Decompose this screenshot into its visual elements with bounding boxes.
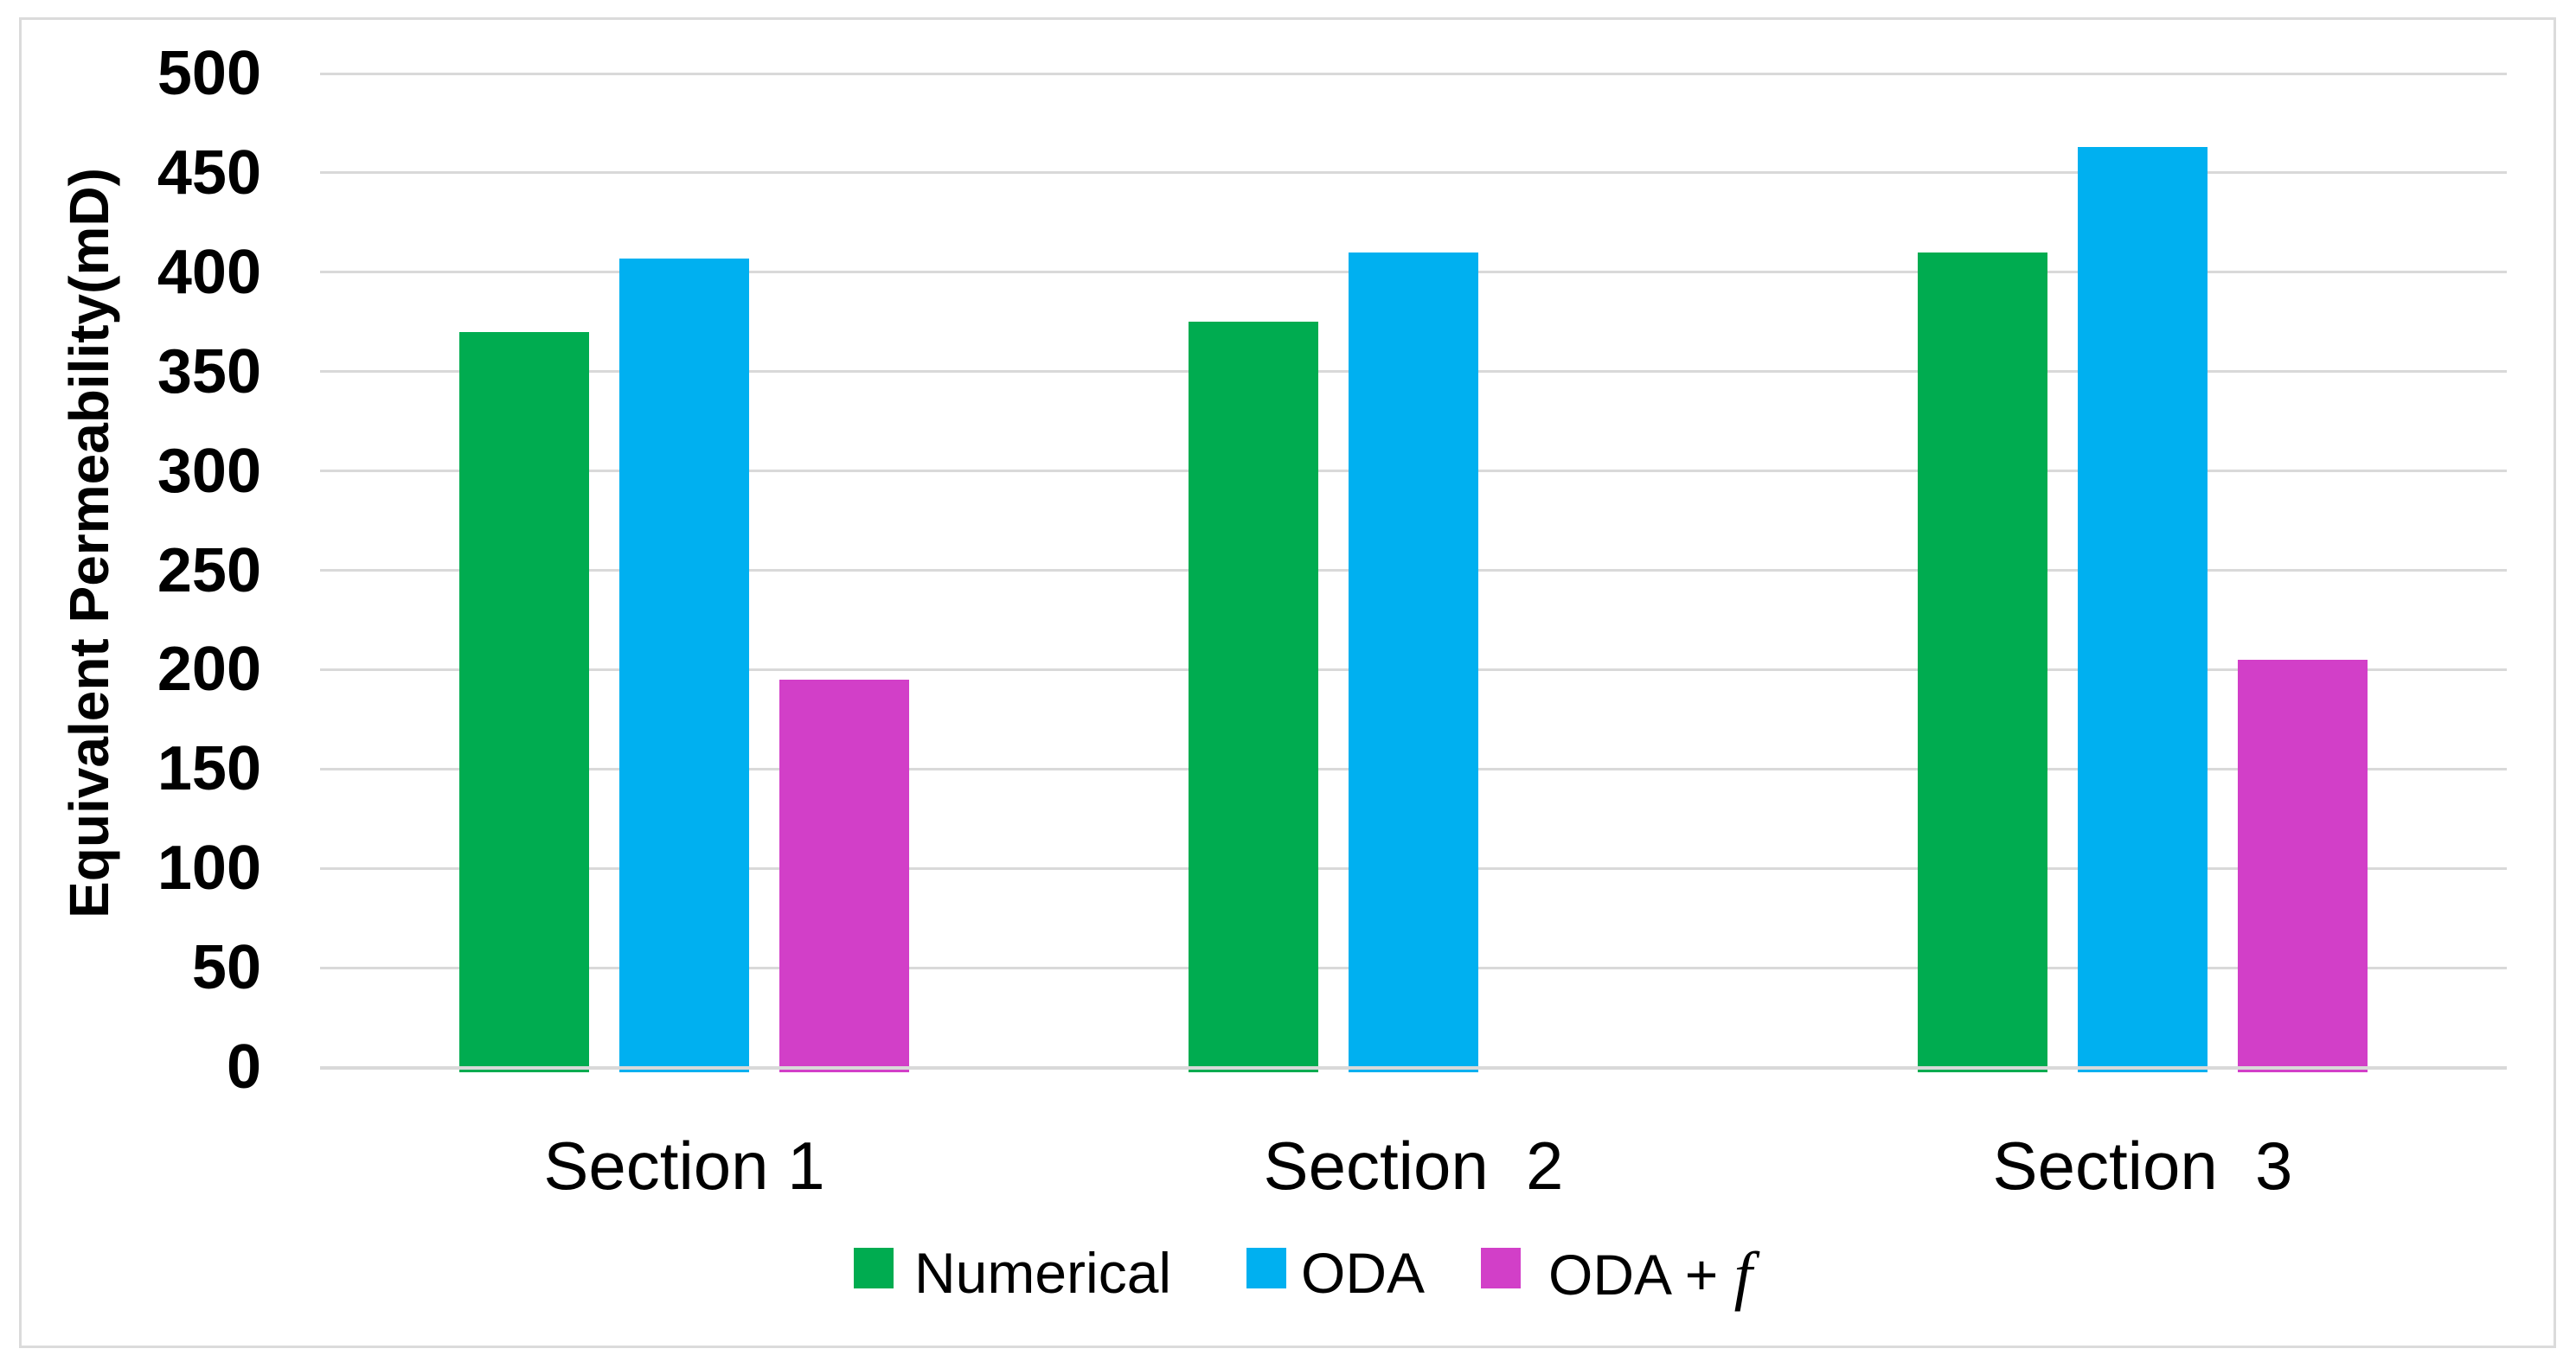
y-tick-label-200: 200	[157, 635, 261, 705]
y-tick-label-150: 150	[157, 734, 261, 804]
gridline-y450	[320, 171, 2507, 175]
bar-oda-section1	[619, 258, 749, 1072]
y-tick-label-500: 500	[157, 39, 261, 108]
figure-border	[19, 17, 2556, 1348]
bar-oda-section3	[2078, 147, 2208, 1072]
bar-odaf-section1	[779, 679, 909, 1072]
x-category-label-1: Section 1	[543, 1128, 825, 1204]
y-tick-label-450: 450	[157, 137, 261, 208]
legend-label-italic-f: f	[1733, 1239, 1753, 1312]
y-tick-label-50: 50	[191, 933, 261, 1003]
legend-label-oda: ODA	[1301, 1241, 1426, 1305]
bar-numerical-section2	[1189, 322, 1318, 1072]
bar-odaf-section3	[2238, 659, 2368, 1072]
x-axis-line	[320, 1066, 2507, 1070]
y-tick-label-100: 100	[157, 834, 261, 904]
bar-numerical-section1	[459, 331, 589, 1072]
y-tick-label-250: 250	[157, 535, 261, 605]
y-tick-label-400: 400	[157, 237, 261, 307]
legend-label-text: ODA +	[1548, 1243, 1734, 1307]
x-category-label-3: Section 3	[1992, 1128, 2293, 1204]
legend-swatch-oda	[1246, 1248, 1286, 1288]
y-tick-label-350: 350	[157, 336, 261, 406]
y-tick-label-300: 300	[157, 436, 261, 506]
y-tick-label-0: 0	[226, 1032, 261, 1102]
legend-label-numerical: Numerical	[914, 1241, 1172, 1305]
x-category-label-2: Section 2	[1263, 1128, 1564, 1204]
bar-oda-section2	[1349, 252, 1478, 1072]
legend-swatch-numerical	[854, 1248, 894, 1288]
bar-numerical-section3	[1918, 252, 2047, 1072]
legend-label-odaf: ODA + f	[1548, 1243, 1753, 1308]
gridline-y500	[320, 72, 2507, 75]
legend-swatch-odaf	[1481, 1248, 1521, 1288]
